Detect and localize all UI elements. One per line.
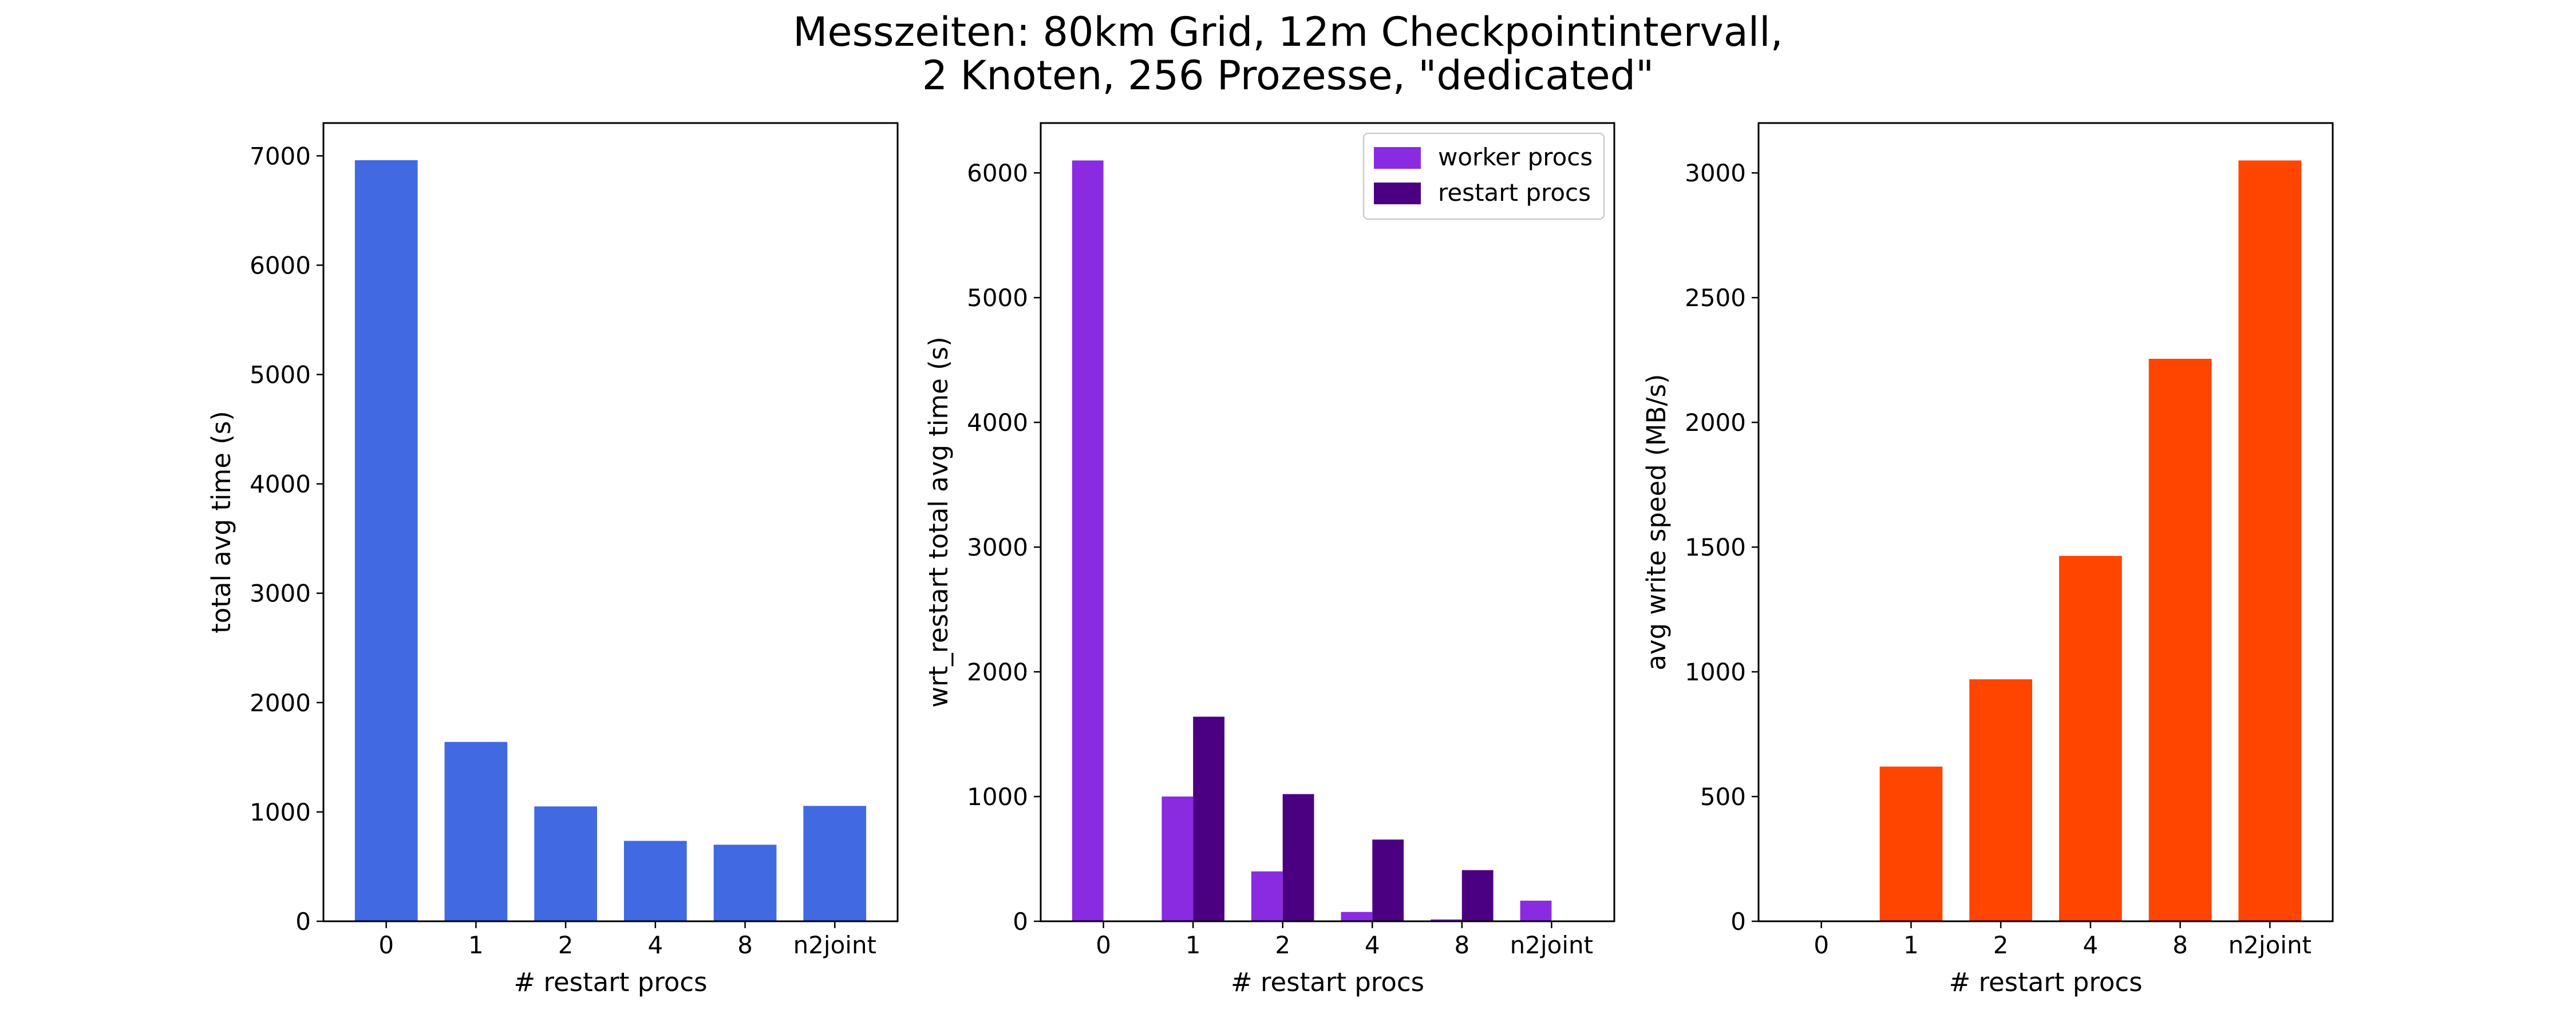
bar-restart-procs-8: [1461, 870, 1494, 921]
bar-series-4: [624, 841, 687, 921]
x-tick-label-8: 8: [737, 931, 753, 959]
x-tick-label-8: 8: [2172, 931, 2188, 959]
bar-restart-procs-1: [1193, 716, 1224, 921]
bar-series-0: [354, 160, 418, 921]
y-tick-label-4000: 4000: [967, 409, 1028, 437]
legend-box: [1362, 132, 1605, 220]
bar-series-8: [713, 845, 777, 921]
x-tick-label-n2joint: n2joint: [793, 931, 876, 959]
y-axis-label: wrt_restart total avg time (s): [923, 336, 954, 708]
bar-series-n2joint: [2238, 160, 2302, 921]
figure-title-line-1: Messzeiten: 80km Grid, 12m Checkpointint…: [793, 9, 1783, 56]
bar-worker-procs-n2joint: [1520, 901, 1552, 921]
legend-swatch-restart-procs: [1374, 183, 1421, 204]
bar-worker-procs-4: [1341, 912, 1373, 921]
x-tick-label-1: 1: [1186, 931, 1201, 959]
figure-title: Messzeiten: 80km Grid, 12m Checkpointint…: [0, 10, 2576, 97]
bar-restart-procs-2: [1282, 794, 1314, 921]
legend: worker procs restart procs: [1362, 132, 1605, 220]
y-tick-label-3000: 3000: [1685, 159, 1746, 187]
plot-frame: [322, 122, 899, 922]
y-tick-label-3000: 3000: [250, 580, 311, 608]
bar-series-n2joint: [803, 806, 867, 921]
y-tick-label-0: 0: [1730, 908, 1746, 936]
x-tick-label-n2joint: n2joint: [1510, 931, 1593, 959]
x-tick-label-n2joint: n2joint: [2229, 931, 2312, 959]
bar-worker-procs-2: [1251, 871, 1283, 921]
y-tick-label-6000: 6000: [967, 159, 1028, 187]
bar-series-8: [2148, 359, 2212, 921]
y-tick-label-0: 0: [295, 908, 311, 936]
legend-label-restart-procs: restart procs: [1438, 179, 1591, 207]
y-tick-label-2000: 2000: [1685, 409, 1746, 437]
x-tick-label-8: 8: [1454, 931, 1469, 959]
bar-series-2: [1969, 679, 2032, 921]
y-tick-label-5000: 5000: [250, 361, 311, 389]
y-tick-label-6000: 6000: [250, 251, 311, 279]
y-tick-label-1500: 1500: [1685, 533, 1746, 561]
y-tick-label-0: 0: [1013, 908, 1028, 936]
y-tick-label-2000: 2000: [250, 689, 311, 717]
x-axis-label: # restart procs: [1231, 967, 1424, 997]
y-tick-label-2000: 2000: [967, 658, 1028, 686]
x-tick-label-0: 0: [378, 931, 394, 959]
bar-series-1: [444, 742, 508, 921]
legend-swatch-worker-procs: [1374, 147, 1421, 169]
y-tick-label-500: 500: [1700, 783, 1746, 811]
x-tick-label-2: 2: [1993, 931, 2009, 959]
y-tick-label-7000: 7000: [250, 142, 311, 170]
bar-worker-procs-8: [1431, 919, 1462, 921]
x-tick-label-1: 1: [468, 931, 484, 959]
chart-panel-1: 0 1 2 4 8 n2joint 0 1000 2000 3000 4000 5000 6000 700…: [206, 122, 899, 997]
bar-restart-procs-4: [1372, 839, 1404, 921]
y-tick-label-3000: 3000: [967, 533, 1028, 561]
bar-series-1: [1879, 766, 1943, 921]
x-tick-label-4: 4: [1365, 931, 1380, 959]
x-tick-label-4: 4: [2083, 931, 2098, 959]
plot-frame: [1757, 122, 2334, 922]
legend-label-worker-procs: worker procs: [1438, 143, 1593, 171]
y-tick-label-1000: 1000: [250, 798, 311, 826]
y-tick-label-2500: 2500: [1685, 284, 1746, 312]
y-tick-label-4000: 4000: [250, 470, 311, 498]
x-tick-label-0: 0: [1096, 931, 1111, 959]
bar-worker-procs-0: [1072, 160, 1104, 921]
y-tick-label-1000: 1000: [1685, 658, 1746, 686]
x-axis-label: # restart procs: [513, 967, 707, 997]
y-axis-label: avg write speed (MB/s): [1641, 374, 1672, 670]
figure-title-line-2: 2 Knoten, 256 Prozesse, "dedicated": [922, 52, 1654, 99]
x-tick-label-1: 1: [1903, 931, 1919, 959]
x-tick-label-4: 4: [647, 931, 663, 959]
x-axis-label: # restart procs: [1949, 967, 2142, 997]
y-tick-label-5000: 5000: [967, 284, 1028, 312]
x-tick-label-0: 0: [1814, 931, 1829, 959]
chart-panel-2: 0 1 2 4 8 n2joint 0 1000 2000 3000 4000 5000 6000 # r…: [923, 122, 1615, 997]
x-tick-label-2: 2: [1275, 931, 1290, 959]
bar-worker-procs-1: [1161, 797, 1194, 921]
bar-series-4: [2059, 556, 2122, 921]
x-tick-label-2: 2: [558, 931, 574, 959]
bar-series-2: [534, 806, 597, 921]
plot-frame: [1040, 122, 1615, 922]
chart-panel-3: 0 1 2 4 8 n2joint 0 500 1000 1500 2000 2500 3000 # re…: [1641, 122, 2334, 997]
y-tick-label-1000: 1000: [967, 783, 1028, 811]
y-axis-label: total avg time (s): [206, 411, 236, 633]
